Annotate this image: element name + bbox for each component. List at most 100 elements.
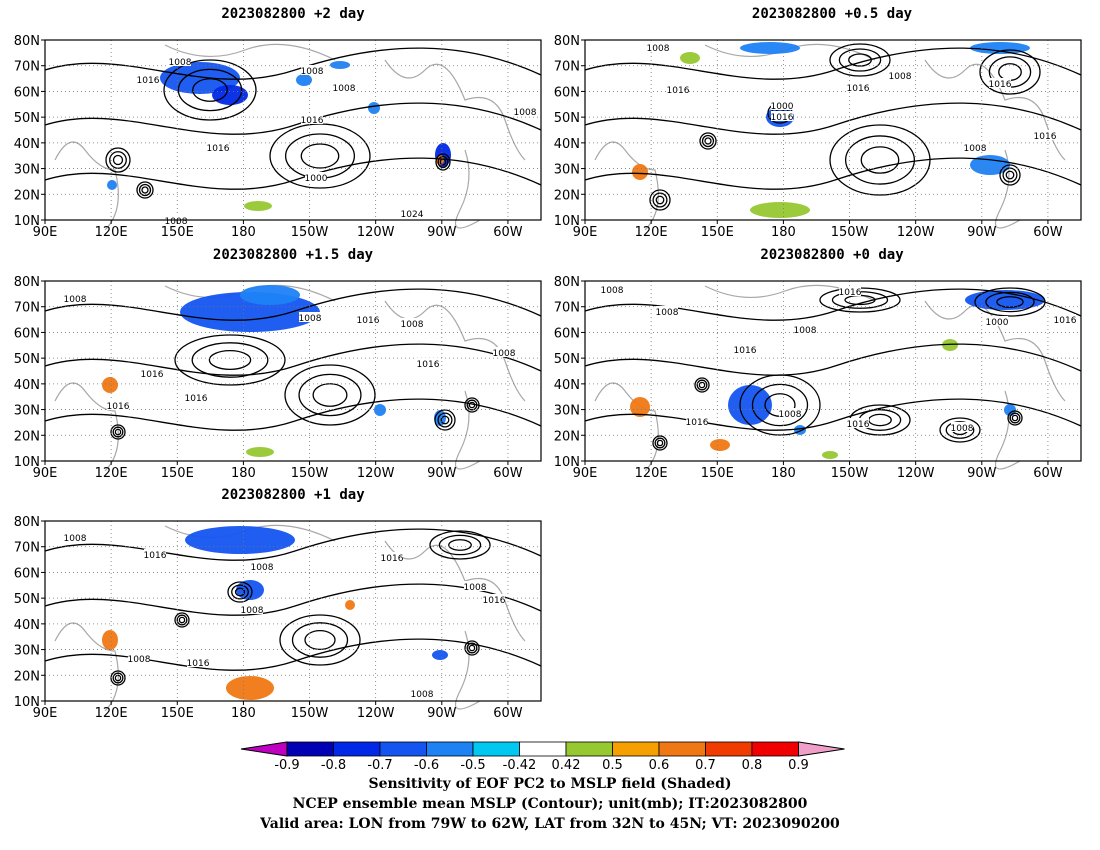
colorbar-low-arrow	[240, 741, 288, 757]
colorbar-label: -0.5	[460, 758, 485, 772]
plot-frame	[44, 520, 542, 702]
lat-tick-label: 10N	[14, 695, 40, 710]
graticule	[45, 40, 541, 220]
contour-label: 1016	[734, 346, 757, 356]
contour-label: 1016	[187, 659, 210, 669]
contour-label: 1008	[464, 583, 487, 593]
plot-frame	[44, 39, 542, 221]
lon-tick-label: 60W	[1033, 466, 1063, 481]
lon-tick-label: 150E	[701, 225, 734, 240]
contour-label: 1024	[401, 210, 424, 220]
colorbar-swatch	[333, 741, 381, 757]
contour-label: 1008	[951, 424, 974, 434]
lon-tick-label: 90W	[427, 706, 457, 721]
graticule	[45, 521, 541, 701]
contour-label: 1008	[601, 286, 624, 296]
contour-label: 1008	[241, 606, 264, 616]
contour-label: 1008	[514, 108, 537, 118]
lat-tick-label: 70N	[14, 60, 40, 75]
lat-tick-label: 60N	[554, 326, 580, 341]
lat-tick-label: 80N	[14, 275, 40, 290]
mslp-contours	[44, 47, 542, 199]
lat-tick-label: 50N	[14, 352, 40, 367]
colorbar-swatch	[286, 741, 334, 757]
graticule	[45, 281, 541, 461]
lat-tick-label: 70N	[14, 301, 40, 316]
contour-label: 1008	[779, 410, 802, 420]
colorbar-label: 0.7	[695, 758, 716, 772]
lat-tick-label: 50N	[554, 111, 580, 126]
colorbar-swatch	[426, 741, 474, 757]
contour-label: 1016	[207, 144, 230, 154]
sensitivity-shading	[107, 61, 451, 211]
footer-line-3: Valid area: LON from 79W to 62W, LAT fro…	[260, 816, 840, 832]
colorbar-label: 0.42	[552, 758, 581, 772]
lat-tick-label: 80N	[554, 275, 580, 290]
contour-label: 1016	[483, 596, 506, 606]
lon-tick-label: 60W	[493, 466, 523, 481]
colorbar-swatch	[472, 741, 520, 757]
lon-tick-label: 120W	[897, 225, 935, 240]
sensitivity-shading	[102, 526, 448, 700]
lat-tick-label: 50N	[14, 592, 40, 607]
contour-label: 1016	[417, 360, 440, 370]
contour-label: 1008	[333, 84, 356, 94]
contour-label: 1000	[305, 174, 328, 184]
lat-tick-label: 60N	[14, 566, 40, 581]
lat-tick-label: 40N	[14, 378, 40, 393]
lon-tick-label: 180	[771, 466, 796, 481]
lat-tick-label: 30N	[14, 163, 40, 178]
lon-tick-label: 90W	[427, 466, 457, 481]
lat-tick-label: 20N	[14, 188, 40, 203]
contour-label: 1016	[1034, 132, 1057, 142]
contour-label: 1008	[401, 320, 424, 330]
lat-tick-label: 50N	[14, 111, 40, 126]
footer-line-1: Sensitivity of EOF PC2 to MSLP field (Sh…	[368, 776, 732, 792]
panel-title-plus15: 2023082800 +1.5 day	[212, 247, 374, 263]
lon-tick-label: 90E	[573, 225, 598, 240]
contour-label: 1016	[185, 394, 208, 404]
lon-tick-label: 150W	[291, 466, 329, 481]
contour-label: 1016	[989, 80, 1012, 90]
colorbar-swatch	[519, 741, 567, 757]
lon-tick-label: 150W	[291, 706, 329, 721]
colorbar-label: -0.42	[503, 758, 537, 772]
lat-tick-label: 20N	[14, 669, 40, 684]
contour-label: 1008	[889, 72, 912, 82]
colorbar-swatch	[751, 741, 799, 757]
colorbar-high-arrow	[798, 741, 845, 757]
lat-tick-label: 30N	[554, 404, 580, 419]
lat-tick-label: 80N	[14, 515, 40, 530]
contour-label: 1016	[381, 554, 404, 564]
colorbar-label: 0.5	[602, 758, 623, 772]
contour-label: 1008	[165, 217, 188, 227]
lon-tick-label: 120E	[635, 225, 668, 240]
lon-tick-label: 120E	[95, 225, 128, 240]
map-panel-plus2: 1008 1016 1008 1008 1016 1016 1000 1024 1008 1008…	[14, 34, 542, 240]
contour-label: 1000	[771, 102, 794, 112]
contour-label: 1008	[301, 67, 324, 77]
lon-tick-label: 150E	[701, 466, 734, 481]
lat-tick-label: 60N	[14, 326, 40, 341]
contour-label: 1016	[141, 370, 164, 380]
lon-tick-label: 90W	[427, 225, 457, 240]
lon-tick-label: 90E	[33, 706, 58, 721]
contour-label: 1016	[357, 316, 380, 326]
lat-tick-label: 20N	[554, 188, 580, 203]
lat-tick-label: 10N	[14, 455, 40, 470]
lat-tick-label: 20N	[554, 429, 580, 444]
lon-tick-label: 180	[771, 225, 796, 240]
lat-tick-label: 40N	[554, 137, 580, 152]
plot-frame	[584, 280, 1082, 462]
lon-tick-label: 120E	[95, 706, 128, 721]
lat-tick-label: 70N	[554, 60, 580, 75]
contour-label: 1008	[647, 44, 670, 54]
lon-tick-label: 60W	[493, 706, 523, 721]
coastlines	[54, 43, 526, 231]
map-panel-plus1: 1008 1016 1008 1016 1008 1008 1016 1008 1016 1008…	[14, 515, 542, 721]
contour-label: 1008	[656, 308, 679, 318]
lon-tick-label: 120W	[897, 466, 935, 481]
contour-label: 1008	[411, 690, 434, 700]
map-panel-plus15: 1008 1008 1016 1008 1016 1016 1008 1016 1016 80N 7…	[14, 275, 542, 481]
panel-title-plus1: 2023082800 +1 day	[221, 487, 365, 503]
